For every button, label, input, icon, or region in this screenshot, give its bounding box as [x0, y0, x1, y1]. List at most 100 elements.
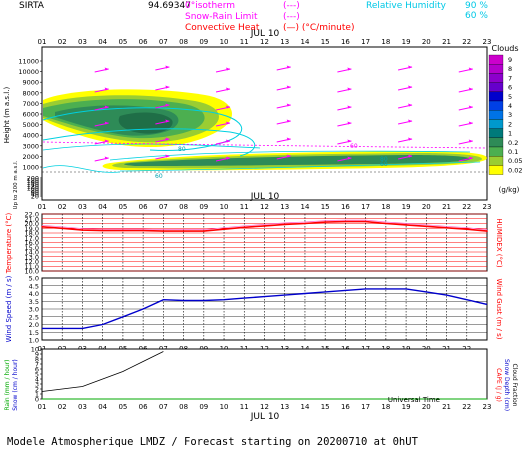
p1-top-hour-07: 07 — [159, 38, 168, 46]
clouds-scale-swatch-9 — [488, 137, 504, 148]
clouds-scale-label-6: 3 — [508, 111, 512, 119]
p4-ylabel-snow: Snow (cm / hour) — [12, 359, 19, 411]
p1-top-hour-05: 05 — [118, 38, 127, 46]
temperature-point-14 — [304, 222, 306, 225]
rh-contour-6 — [119, 161, 481, 172]
p1-ytick-9000: 9000 — [22, 79, 39, 87]
rh-contour-3 — [42, 143, 261, 151]
temperature-point-15 — [324, 221, 326, 223]
p2-top-hour-03: 03 — [78, 203, 87, 211]
temperature-point-05 — [122, 229, 124, 232]
p4-ytick-7: 7 — [35, 361, 39, 369]
p1-top-hour-08: 08 — [179, 38, 188, 46]
p1-top-hour-10: 10 — [220, 38, 229, 46]
p2-top-hour-06: 06 — [139, 203, 148, 211]
p2-top-hour-10: 10 — [220, 203, 229, 211]
clouds-scale-swatch-3 — [488, 82, 504, 92]
clouds-scale-swatch-11 — [488, 156, 504, 166]
rh-legend-60: 60 % — [465, 11, 488, 21]
p2-top-hour-04: 04 — [98, 203, 107, 211]
temperature-point-04 — [101, 229, 104, 232]
p4-bottom-hour-17: 17 — [361, 403, 370, 411]
p2-top-hour-11: 11 — [240, 203, 249, 211]
temperature-point-11 — [243, 226, 246, 229]
p1-top-hour-23: 23 — [483, 38, 492, 46]
p4-ytick-3: 3 — [35, 381, 39, 389]
rh-legend-label: Relative Humidity — [366, 1, 447, 11]
p1-ytick-40: 40 — [31, 191, 39, 199]
p2-top-hour-12: 12 — [260, 203, 269, 211]
p3-ytick-3.5: 3.5 — [29, 298, 39, 306]
p1-top-hour-18: 18 — [381, 38, 390, 46]
p1-ytick-2000: 2000 — [22, 153, 39, 161]
p4-bottom-hour-12: 12 — [260, 403, 269, 411]
p4-bottom-hour-13: 13 — [280, 403, 289, 411]
p1-ylabel: Height (m a.s.l.) — [3, 87, 11, 144]
clouds-scale-label-9: 0.2 — [508, 139, 518, 147]
p3-ytick-4.5: 4.5 — [29, 282, 39, 290]
temperature-point-22 — [465, 228, 468, 230]
p4-bottom-hour-08: 08 — [179, 403, 188, 411]
p4-bottom-hour-06: 06 — [139, 403, 148, 411]
legend-label-1: Snow-Rain Limit — [185, 12, 258, 22]
p2-top-hour-15: 15 — [321, 203, 330, 211]
site-value: 94.69347 — [148, 1, 191, 11]
p3-ylabel-left: Wind Speed (m / s) — [5, 275, 13, 342]
p2-top-hour-05: 05 — [118, 203, 127, 211]
clouds-scale-title: Clouds — [491, 44, 518, 53]
p1-top-hour-04: 04 — [98, 38, 107, 46]
p4-ytick-9: 9 — [35, 351, 39, 359]
p1-ytick-1000: 1000 — [22, 164, 39, 172]
p1-ytick-6000: 6000 — [22, 111, 39, 119]
clouds-scale-swatch-1 — [488, 64, 504, 74]
p4-ytick-5: 5 — [35, 371, 39, 379]
p4-xlabel: Universal Time — [388, 396, 440, 404]
p1-ytick-10000: 10000 — [18, 68, 39, 76]
p1-ytick-20: 20 — [31, 193, 39, 201]
p4-ytick-6: 6 — [35, 366, 39, 374]
temperature-point-13 — [283, 223, 286, 226]
p2-ytick-12.0: 12.0 — [25, 258, 39, 266]
p2-ytick-11.0: 11.0 — [25, 263, 39, 271]
clouds-scale-label-12: 0.02 — [508, 166, 522, 174]
temperature-point-06 — [142, 229, 144, 232]
rh-label-a: 80 — [178, 146, 186, 153]
temperature-point-12 — [263, 225, 266, 227]
rh-label-b: 60 — [155, 173, 163, 180]
p1-top-hour-02: 02 — [58, 38, 67, 46]
site-name: SIRTA — [19, 1, 45, 11]
p4-ylabel-cape: CAPE (J / g) — [495, 368, 502, 402]
p1-ytick-140: 140 — [27, 181, 39, 189]
p4-ytick-4: 4 — [35, 376, 39, 384]
p4-bottom-hour-03: 03 — [78, 403, 87, 411]
p2-ytick-20.0: 20.0 — [25, 220, 39, 228]
p2-top-hour-20: 20 — [422, 203, 431, 211]
temperature-point-10 — [223, 228, 225, 230]
p1-ytick-100: 100 — [27, 185, 39, 193]
humidex-line — [41, 219, 488, 230]
p4-bottom-hour-02: 02 — [58, 403, 67, 411]
p4-bottom-hour-23: 23 — [483, 403, 492, 411]
p4-bottom-hour-11: 11 — [240, 403, 249, 411]
clouds-scale-swatch-8 — [488, 128, 504, 138]
p1-top-hour-19: 19 — [402, 38, 411, 46]
p4-ytick-8: 8 — [35, 356, 39, 364]
p4-ytick-10: 10 — [31, 346, 39, 354]
p4-ylabel-snowdepth: Snow Depth (cm) — [503, 359, 510, 411]
p1-ytick-200: 200 — [27, 175, 39, 183]
p2-ytick-14.0: 14.0 — [25, 249, 39, 257]
p2-top-hour-08: 08 — [179, 203, 188, 211]
clouds-scale-unit: (g/kg) — [499, 186, 520, 194]
isotherm-label: 60 — [350, 143, 358, 150]
p3-ytick-2.0: 2.0 — [29, 321, 39, 329]
rh-contour-2 — [42, 128, 256, 157]
p2-ylabel-right: HUMIDEX (°C) — [495, 218, 503, 267]
rh-contour-4 — [42, 165, 121, 173]
p1-top-hour-14: 14 — [300, 38, 309, 46]
p4-bottom-hour-14: 14 — [300, 403, 309, 411]
temperature-point-17 — [364, 220, 367, 223]
p2-top-hour-18: 18 — [381, 203, 390, 211]
p2-ytick-17.0: 17.0 — [25, 234, 39, 242]
rh-label-c: 80 — [380, 156, 388, 163]
p3-ylabel-right: Wind Gust (m / s) — [495, 278, 503, 339]
